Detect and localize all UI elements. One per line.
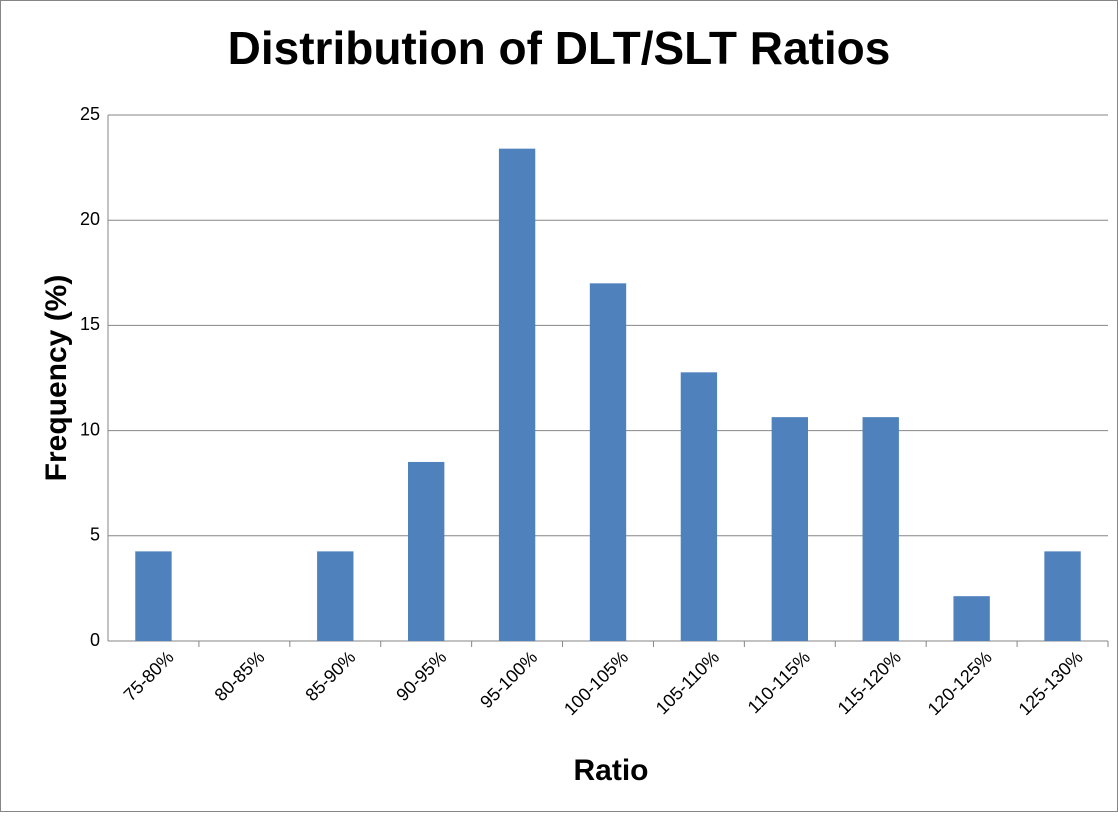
bar <box>1044 551 1081 641</box>
y-tick-label: 15 <box>80 314 100 334</box>
y-axis-label: Frequency (%) <box>40 275 73 482</box>
bar <box>317 551 354 641</box>
bar <box>135 551 172 641</box>
x-axis-label: Ratio <box>574 754 649 787</box>
y-tick-label: 0 <box>90 630 100 650</box>
y-tick-label: 5 <box>90 525 100 545</box>
bar <box>680 372 718 641</box>
chart-title: Distribution of DLT/SLT Ratios <box>228 22 891 74</box>
bar <box>408 461 445 641</box>
y-tick-label: 10 <box>80 419 100 439</box>
bar <box>953 596 990 641</box>
bar <box>862 417 899 641</box>
bar <box>498 148 536 641</box>
y-tick-label: 25 <box>80 104 100 124</box>
bar <box>589 283 627 641</box>
y-tick-label: 20 <box>80 209 100 229</box>
bar <box>771 417 808 641</box>
